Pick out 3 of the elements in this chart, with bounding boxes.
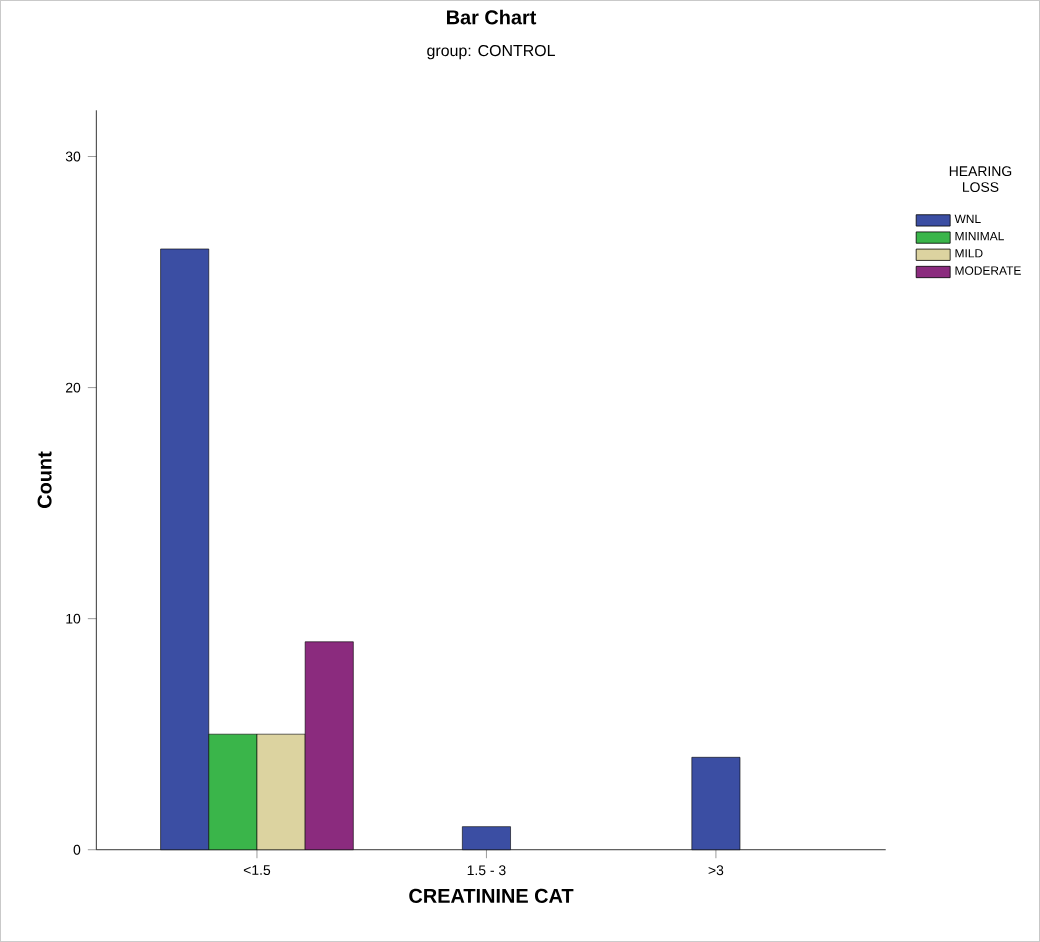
- y-axis-title: Count: [37, 451, 52, 508]
- x-axis-title: CREATININE CAT: [409, 888, 574, 903]
- chart-title: Bar Chart: [447, 9, 537, 25]
